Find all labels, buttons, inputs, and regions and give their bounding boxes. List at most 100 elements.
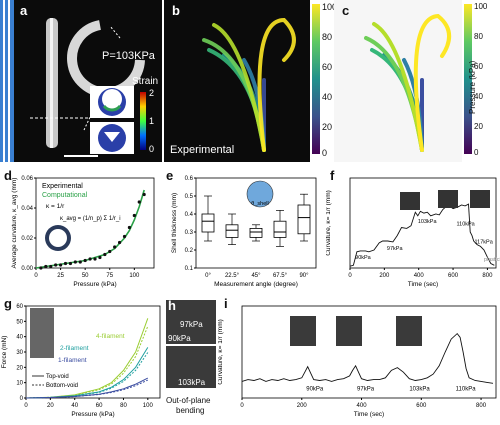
cbar-b-tick: 40 (322, 92, 333, 102)
pressure-annotation: 117kPa (475, 240, 494, 246)
plot-frame (35, 177, 155, 269)
cbar-c-tick: 20 (474, 122, 483, 131)
x-tick-label: 200 (297, 403, 308, 409)
x-tick-label: 800 (482, 273, 493, 279)
panel-c-colorbar: 100 80 60 40 20 0 Pressure (kPa) (464, 2, 500, 160)
experimental-point (127, 225, 132, 230)
panel-i-label: i (224, 296, 228, 311)
y-tick-label: 0.1 (185, 266, 194, 272)
cbar-c-tick: 80 (474, 32, 483, 41)
y-tick-label: 30 (16, 350, 23, 356)
x-tick-label: 400 (357, 403, 368, 409)
colorbar-c (464, 4, 472, 154)
x-tick-label: 75 (106, 273, 113, 279)
cbar-b-tick: 60 (322, 62, 333, 72)
panel-h-label: h (168, 298, 176, 313)
panel-c-label: c (342, 3, 350, 18)
y-tick-label: 0.06 (21, 176, 33, 182)
experimental-point (93, 257, 97, 261)
experimental-point (58, 263, 63, 267)
experimental-point (83, 258, 87, 263)
x-axis-label: Pressure (kPa) (71, 411, 114, 418)
experimental-point (63, 261, 68, 266)
experimental-point (113, 245, 117, 249)
experimental-point (73, 260, 77, 264)
pressure-annotation: 110kPa (456, 222, 475, 228)
x-axis-label: Time (sec) (354, 411, 384, 418)
pressure-annotation: 97kPa (357, 387, 375, 393)
y-axis-label: Shell thickness (mm) (171, 193, 178, 253)
legend-1-filament: 1-filament (58, 357, 87, 364)
legend-top-void: Top-void (46, 374, 69, 380)
pressure-annotation: 103kPa (409, 387, 430, 393)
y-tick-label: 60 (16, 304, 23, 310)
panel-f-label: f (330, 168, 335, 183)
panel-e-label: e (166, 168, 174, 183)
y-tick-label: 0.5 (185, 194, 194, 200)
experimental-point (132, 213, 136, 218)
x-tick-label: 25 (57, 273, 64, 279)
x-axis-label: Pressure (kPa) (73, 281, 116, 288)
y-axis-label: Curvature, κ= 1/r (mm) (326, 190, 332, 256)
x-tick-label: 600 (448, 273, 459, 279)
strain-title: Strain (132, 76, 159, 87)
experimental-point (122, 234, 127, 239)
pressure-annotation: 97kPa (387, 246, 404, 252)
x-tick-label: 67.5° (273, 273, 288, 279)
panel-c-render (364, 13, 451, 152)
x-tick-label: 20 (47, 403, 54, 409)
x-tick-label: 0 (24, 403, 28, 409)
annotation-kappa-avg: κ_avg = (1/n_p) Σ 1/r_i (60, 216, 121, 222)
x-tick-label: 80 (120, 403, 127, 409)
y-tick-label: 0 (20, 396, 24, 402)
cbar-b-tick: 20 (322, 122, 333, 132)
plasticity-label: plasticity (484, 257, 500, 263)
x-tick-label: 0 (348, 273, 352, 279)
panel-a-label: a (20, 3, 28, 18)
series-curvature-i (241, 332, 494, 384)
y-tick-label: 40 (16, 335, 23, 341)
y-tick-label: 50 (16, 319, 23, 325)
y-tick-label: 0.3 (185, 230, 194, 236)
cbar-c-tick: 100 (474, 2, 488, 11)
x-tick-label: 22.5° (225, 273, 240, 279)
x-tick-label: 90° (299, 273, 309, 279)
legend-computational: Computational (42, 192, 88, 199)
plot-frame (241, 305, 497, 399)
inset-cross-section-hole (49, 229, 67, 247)
inset-photo (438, 190, 458, 208)
series-1-filament-top (25, 377, 149, 399)
pressure-annotation: 90kPa (306, 387, 324, 393)
strain-tick-2: 2 (149, 88, 155, 98)
box-body (225, 224, 239, 238)
x-tick-label: 45° (251, 273, 261, 279)
y-axis-label: Average curvature, κ_avg (mm) (11, 178, 18, 269)
x-axis-label: Time (sec) (408, 281, 438, 288)
chart-d: 0 25 50 75 100 0.00 0.02 0.04 0.06 Pressure (kPa)… (11, 176, 155, 288)
panel-c-image: c (334, 0, 462, 162)
y-tick-label: 0.00 (21, 266, 33, 272)
panel-b-colorbar: 100 80 60 40 20 0 (312, 2, 346, 160)
chart-i: 0 200 400 600 800 Time (sec) Curvature, κ= 1/r… (218, 305, 497, 418)
experimental-point (98, 255, 102, 260)
panel-h: h 97kPa 90kPa 103kPa Out-of-plane bendin… (166, 298, 216, 425)
y-tick-label: 0.4 (185, 212, 194, 218)
box-body (273, 220, 287, 238)
box-body (249, 228, 263, 238)
panel-d-label: d (4, 168, 12, 183)
pressure-annotation: 103kPa (418, 219, 438, 225)
x-tick-label: 0 (34, 273, 38, 279)
x-tick-label: 800 (476, 403, 487, 409)
y-tick-label: 0.02 (21, 236, 33, 242)
pressure-annotation: 110kPa (456, 387, 477, 393)
inset-photo (396, 316, 422, 346)
x-tick-label: 600 (416, 403, 427, 409)
colorbar-b (312, 4, 320, 154)
experimental-point (108, 249, 112, 254)
experimental-point (137, 200, 141, 204)
experimental-point (103, 252, 107, 257)
cbar-b-tick: 80 (322, 32, 333, 42)
experimental-point (88, 257, 92, 261)
y-tick-label: 0.04 (21, 206, 33, 212)
y-tick-label: 10 (16, 381, 23, 387)
